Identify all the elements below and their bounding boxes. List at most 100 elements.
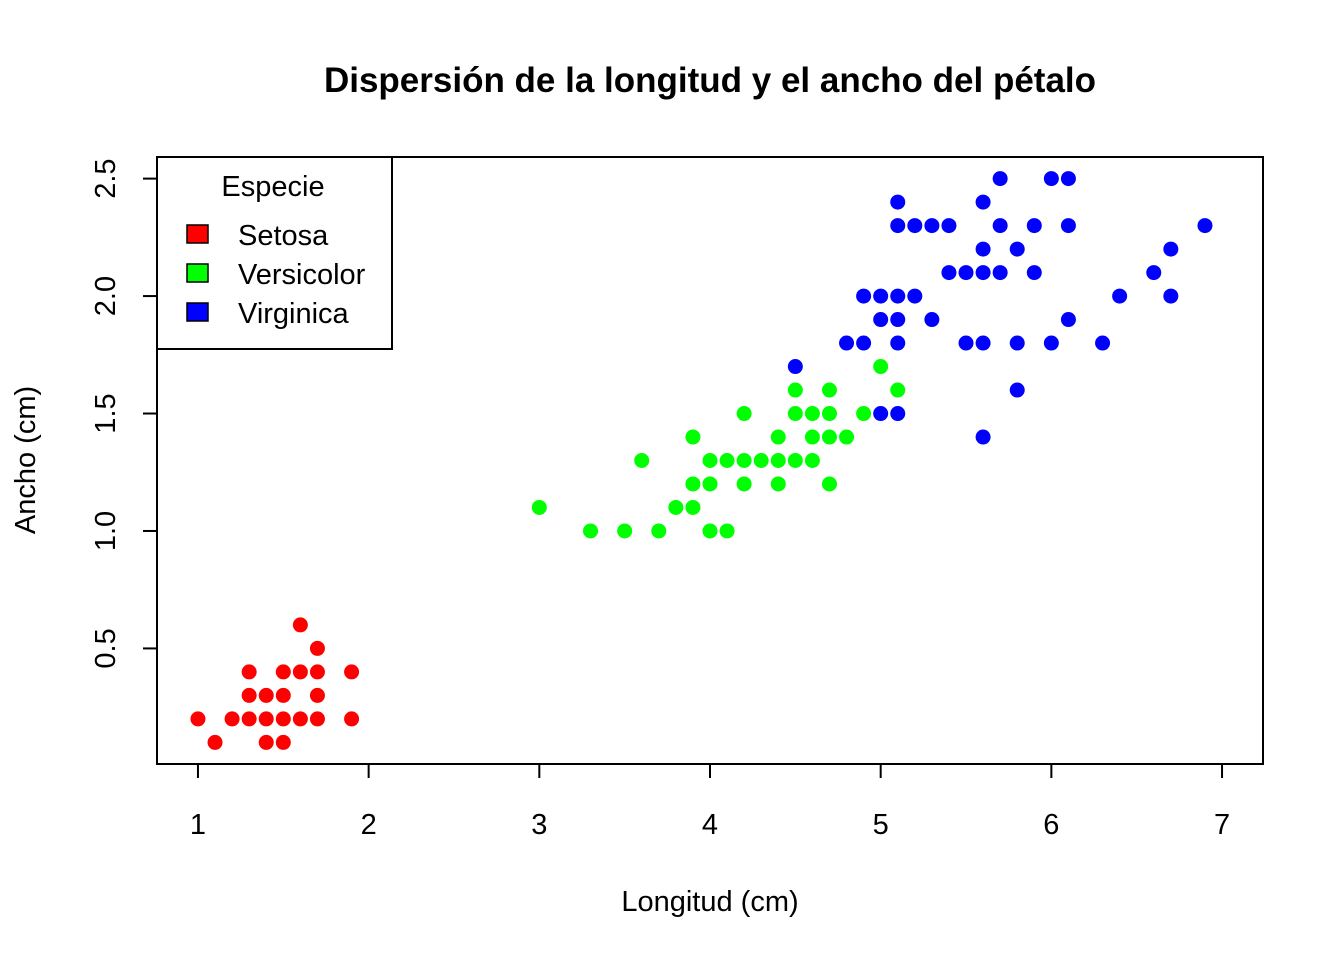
legend: Especie Setosa Versicolor Virginica bbox=[156, 156, 393, 350]
point-versicolor bbox=[651, 523, 667, 539]
point-virginica bbox=[941, 265, 957, 281]
point-virginica bbox=[1146, 265, 1162, 281]
point-versicolor bbox=[821, 476, 837, 492]
point-virginica bbox=[992, 265, 1008, 281]
point-virginica bbox=[958, 335, 974, 351]
y-tick-label: 2.0 bbox=[90, 276, 122, 316]
point-setosa bbox=[275, 711, 291, 727]
legend-label-versicolor: Versicolor bbox=[238, 259, 366, 291]
point-virginica bbox=[907, 218, 923, 234]
point-setosa bbox=[258, 711, 274, 727]
point-virginica bbox=[856, 288, 872, 304]
point-versicolor bbox=[770, 453, 786, 468]
point-versicolor bbox=[736, 406, 752, 422]
point-versicolor bbox=[856, 406, 872, 422]
point-virginica bbox=[890, 335, 906, 351]
point-virginica bbox=[1060, 312, 1076, 328]
x-tick-label: 1 bbox=[190, 809, 206, 841]
x-tick-label: 5 bbox=[873, 809, 889, 841]
point-setosa bbox=[292, 664, 308, 680]
point-virginica bbox=[992, 171, 1008, 187]
point-virginica bbox=[873, 312, 889, 328]
point-setosa bbox=[344, 664, 360, 680]
point-virginica bbox=[839, 335, 855, 351]
x-axis-label: Longitud (cm) bbox=[621, 886, 798, 918]
y-axis-label: Ancho (cm) bbox=[10, 386, 42, 534]
point-versicolor bbox=[839, 429, 855, 445]
point-versicolor bbox=[531, 499, 547, 515]
point-setosa bbox=[292, 617, 308, 633]
point-versicolor bbox=[804, 429, 820, 445]
point-setosa bbox=[275, 664, 291, 680]
point-virginica bbox=[1163, 288, 1179, 304]
point-versicolor bbox=[702, 453, 718, 468]
point-virginica bbox=[1112, 288, 1128, 304]
point-virginica bbox=[1026, 265, 1042, 281]
point-virginica bbox=[924, 312, 940, 328]
point-virginica bbox=[992, 218, 1008, 234]
point-versicolor bbox=[668, 499, 684, 515]
data-points bbox=[190, 171, 1213, 750]
point-setosa bbox=[258, 687, 274, 703]
point-setosa bbox=[275, 687, 291, 703]
point-setosa bbox=[309, 687, 325, 703]
point-virginica bbox=[975, 335, 991, 351]
point-versicolor bbox=[719, 523, 735, 539]
point-virginica bbox=[924, 218, 940, 234]
point-versicolor bbox=[770, 476, 786, 492]
point-setosa bbox=[224, 711, 240, 727]
legend-title: Especie bbox=[221, 171, 324, 203]
point-virginica bbox=[941, 218, 957, 234]
point-versicolor bbox=[770, 429, 786, 445]
legend-swatch-versicolor bbox=[186, 263, 209, 283]
point-versicolor bbox=[702, 523, 718, 539]
y-tick-label: 1.0 bbox=[90, 511, 122, 551]
point-virginica bbox=[890, 312, 906, 328]
point-setosa bbox=[207, 734, 223, 750]
x-tick-label: 3 bbox=[531, 809, 547, 841]
point-virginica bbox=[975, 265, 991, 281]
point-virginica bbox=[890, 288, 906, 304]
x-tick-label: 2 bbox=[361, 809, 377, 841]
point-virginica bbox=[958, 265, 974, 281]
point-virginica bbox=[1060, 171, 1076, 187]
y-tick-label: 0.5 bbox=[90, 628, 122, 668]
point-versicolor bbox=[804, 453, 820, 468]
point-setosa bbox=[241, 664, 257, 680]
point-versicolor bbox=[821, 429, 837, 445]
legend-label-setosa: Setosa bbox=[238, 220, 329, 252]
point-virginica bbox=[1043, 171, 1059, 187]
point-setosa bbox=[258, 734, 274, 750]
point-versicolor bbox=[702, 476, 718, 492]
point-virginica bbox=[873, 406, 889, 422]
x-tick-label: 4 bbox=[702, 809, 718, 841]
point-setosa bbox=[241, 687, 257, 703]
point-virginica bbox=[873, 288, 889, 304]
y-tick-label: 2.5 bbox=[90, 158, 122, 198]
point-virginica bbox=[1197, 218, 1213, 234]
point-versicolor bbox=[583, 523, 599, 539]
x-axis: 1 2 3 4 5 6 7 bbox=[190, 763, 1230, 841]
point-virginica bbox=[856, 335, 872, 351]
x-tick-label: 7 bbox=[1214, 809, 1230, 841]
point-virginica bbox=[1026, 218, 1042, 234]
point-virginica bbox=[890, 218, 906, 234]
point-versicolor bbox=[787, 382, 803, 398]
point-versicolor bbox=[804, 406, 820, 422]
point-versicolor bbox=[736, 476, 752, 492]
point-setosa bbox=[190, 711, 206, 727]
point-versicolor bbox=[736, 453, 752, 468]
point-versicolor bbox=[753, 453, 769, 468]
point-versicolor bbox=[787, 406, 803, 422]
point-versicolor bbox=[821, 406, 837, 422]
point-virginica bbox=[890, 406, 906, 422]
point-versicolor bbox=[719, 453, 735, 468]
point-setosa bbox=[309, 664, 325, 680]
point-versicolor bbox=[890, 382, 906, 398]
point-virginica bbox=[975, 194, 991, 210]
legend-label-virginica: Virginica bbox=[238, 298, 350, 330]
point-versicolor bbox=[787, 453, 803, 468]
point-virginica bbox=[1009, 382, 1025, 398]
point-virginica bbox=[890, 194, 906, 210]
